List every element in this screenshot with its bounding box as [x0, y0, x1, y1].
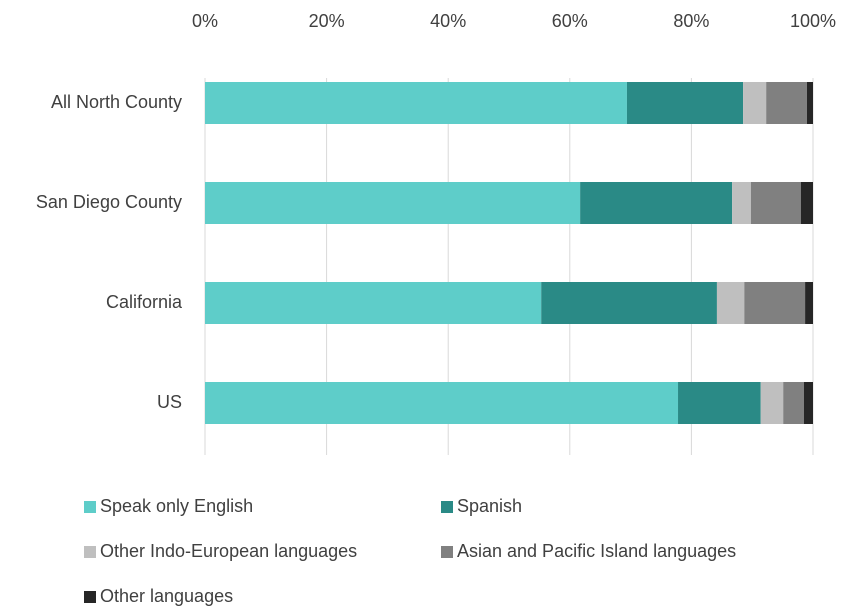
bar-segment	[580, 182, 733, 224]
legend-swatch	[84, 591, 96, 603]
bar-segment	[205, 382, 679, 424]
x-tick-label: 0%	[192, 11, 218, 31]
bar-segment	[541, 282, 717, 324]
bar-segment	[803, 382, 813, 424]
legend-label: Other Indo-European languages	[100, 541, 357, 561]
legend-swatch	[441, 546, 453, 558]
legend-swatch	[441, 501, 453, 513]
x-tick-label: 20%	[309, 11, 345, 31]
bar-segment	[760, 382, 784, 424]
legend-label: Speak only English	[100, 496, 253, 516]
y-tick-label: California	[106, 292, 183, 312]
bar-segment	[800, 182, 813, 224]
bar-segment	[678, 382, 761, 424]
bar-segment	[205, 182, 581, 224]
legend-swatch	[84, 501, 96, 513]
x-tick-label: 100%	[790, 11, 836, 31]
bar-segment	[806, 82, 813, 124]
bar-segment	[743, 82, 767, 124]
x-tick-label: 80%	[673, 11, 709, 31]
bar-segment	[766, 82, 807, 124]
bar-segment	[783, 382, 804, 424]
legend-label: Asian and Pacific Island languages	[457, 541, 736, 561]
legend-label: Spanish	[457, 496, 522, 516]
bar-segment	[716, 282, 745, 324]
bar-segment	[205, 282, 542, 324]
bar-segment	[744, 282, 806, 324]
x-tick-label: 60%	[552, 11, 588, 31]
x-tick-label: 40%	[430, 11, 466, 31]
bar-segment	[626, 82, 744, 124]
bar-segment	[805, 282, 813, 324]
bar-segment	[205, 82, 627, 124]
bar-segment	[732, 182, 751, 224]
bar-segment	[750, 182, 801, 224]
y-tick-label: US	[157, 392, 182, 412]
legend-swatch	[84, 546, 96, 558]
y-tick-label: San Diego County	[36, 192, 182, 212]
legend-label: Other languages	[100, 586, 233, 606]
y-tick-label: All North County	[51, 92, 182, 112]
